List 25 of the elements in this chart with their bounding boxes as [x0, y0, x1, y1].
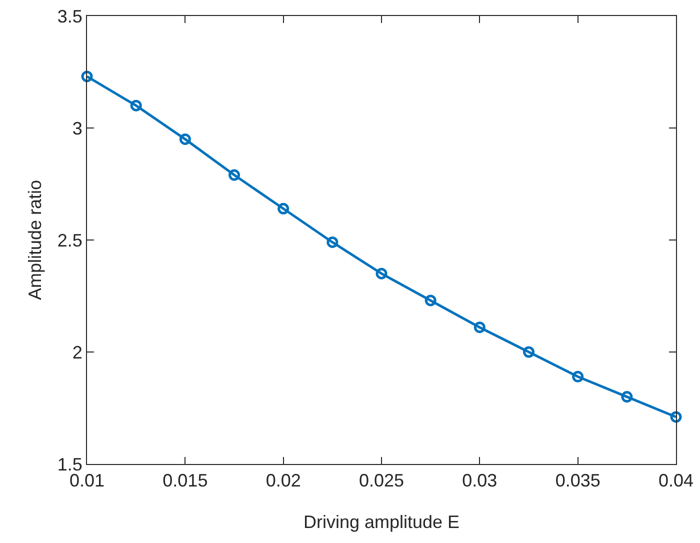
- x-tick-label: 0.015: [162, 470, 208, 491]
- point: [474, 322, 486, 334]
- point: [523, 346, 534, 358]
- x-tick-label: 0.03: [462, 470, 498, 491]
- x-tick-label: 0.025: [358, 470, 404, 491]
- y-axis-title: Amplitude ratio: [25, 180, 45, 300]
- x-tick-label: 0.02: [266, 470, 301, 491]
- point: [228, 169, 240, 181]
- point: [670, 411, 682, 423]
- x-axis-title: Driving amplitude E: [303, 512, 460, 532]
- point: [278, 202, 290, 214]
- point: [572, 370, 584, 382]
- point: [179, 133, 191, 145]
- point: [376, 268, 388, 280]
- point: [130, 100, 142, 112]
- point: [326, 236, 338, 248]
- point: [621, 391, 633, 403]
- y-tick-label: 3.5: [57, 6, 82, 26]
- x-tick-label: 0.04: [658, 470, 694, 491]
- x-tick-label: 0.035: [555, 470, 600, 491]
- y-tick-label: 3: [72, 118, 82, 138]
- y-tick-label: 2: [72, 342, 82, 362]
- y-tick-label: 2.5: [57, 230, 82, 250]
- point: [81, 70, 93, 82]
- point: [424, 294, 436, 306]
